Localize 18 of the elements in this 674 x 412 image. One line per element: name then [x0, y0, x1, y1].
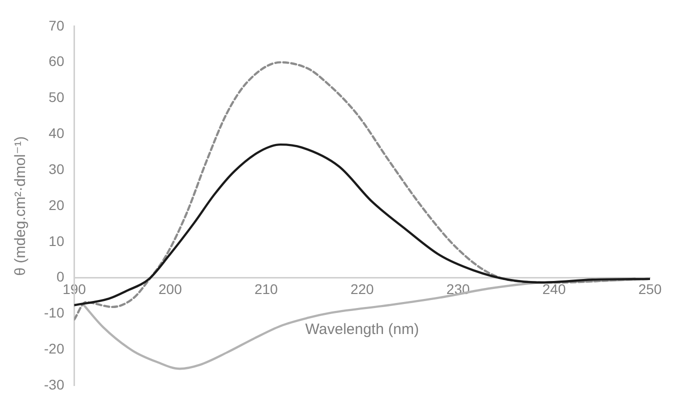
y-tick-label: -10	[44, 304, 64, 321]
x-tick-label: 240	[542, 281, 566, 298]
x-axis-title: Wavelength (nm)	[305, 320, 419, 338]
y-tick-label: 60	[48, 53, 64, 70]
x-tick-label: 220	[350, 281, 374, 298]
y-tick-label: 0	[56, 268, 64, 285]
y-tick-label: 70	[48, 17, 64, 34]
y-axis-title: θ (mdeg.cm²·dmol⁻¹)	[12, 136, 30, 276]
y-tick-label: 10	[48, 232, 64, 249]
x-tick-label: 210	[254, 281, 278, 298]
y-tick-label: -30	[44, 376, 64, 392]
x-tick-label: 250	[638, 281, 662, 298]
y-tick-label: 30	[48, 160, 64, 177]
y-tick-label: 20	[48, 196, 64, 213]
x-tick-label: 200	[158, 281, 182, 298]
y-tick-label: 50	[48, 89, 64, 106]
y-tick-label: 40	[48, 125, 64, 142]
y-tick-label: -20	[44, 340, 64, 357]
